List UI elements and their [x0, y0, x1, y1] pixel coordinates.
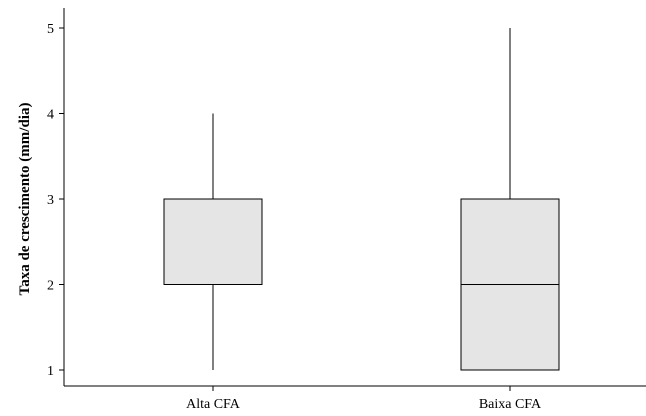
- x-axis-ticks: Alta CFA Baixa CFA: [186, 386, 542, 412]
- box-body: [163, 198, 263, 285]
- y-tick-label: 5: [47, 22, 54, 37]
- y-tick-label: 1: [47, 364, 54, 379]
- y-axis-title: Taxa de crescimento (mm/dia): [17, 103, 33, 296]
- y-axis-ticks: 1 2 3 4 5: [47, 22, 64, 379]
- x-tick-label: Alta CFA: [186, 397, 241, 412]
- y-tick-label: 3: [47, 193, 54, 208]
- y-tick-label: 4: [47, 108, 54, 123]
- y-tick-label: 2: [47, 279, 54, 294]
- boxes-group: [163, 28, 560, 371]
- box-1: [163, 113, 263, 370]
- x-tick-label: Baixa CFA: [479, 397, 542, 412]
- box-2: [460, 28, 560, 371]
